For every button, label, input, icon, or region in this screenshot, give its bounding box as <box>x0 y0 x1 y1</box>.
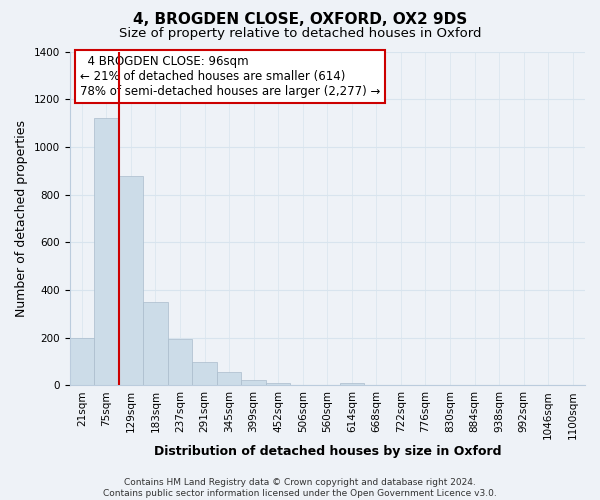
X-axis label: Distribution of detached houses by size in Oxford: Distribution of detached houses by size … <box>154 444 501 458</box>
Bar <box>266 382 290 386</box>
Text: 4 BROGDEN CLOSE: 96sqm  
← 21% of detached houses are smaller (614)
78% of semi-: 4 BROGDEN CLOSE: 96sqm ← 21% of detached… <box>80 55 380 98</box>
Bar <box>70 338 94 386</box>
Text: Size of property relative to detached houses in Oxford: Size of property relative to detached ho… <box>119 28 481 40</box>
Bar <box>241 380 266 386</box>
Bar <box>119 176 143 386</box>
Text: Contains HM Land Registry data © Crown copyright and database right 2024.
Contai: Contains HM Land Registry data © Crown c… <box>103 478 497 498</box>
Bar <box>143 302 168 386</box>
Y-axis label: Number of detached properties: Number of detached properties <box>15 120 28 317</box>
Bar <box>94 118 119 386</box>
Bar <box>217 372 241 386</box>
Bar <box>192 362 217 386</box>
Bar <box>168 339 192 386</box>
Text: 4, BROGDEN CLOSE, OXFORD, OX2 9DS: 4, BROGDEN CLOSE, OXFORD, OX2 9DS <box>133 12 467 28</box>
Bar <box>340 382 364 386</box>
